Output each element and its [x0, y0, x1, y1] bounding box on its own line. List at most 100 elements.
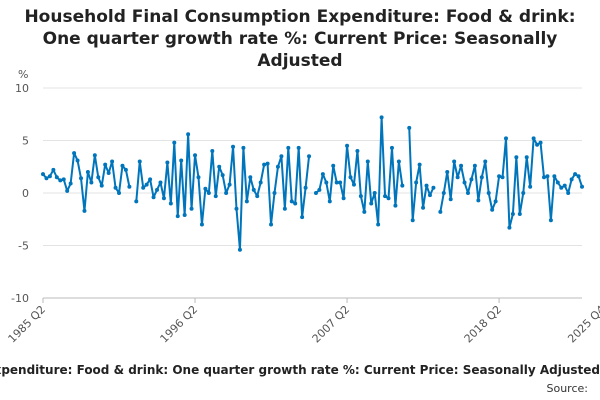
data-point[interactable] [206, 191, 211, 195]
data-point[interactable] [237, 247, 242, 252]
data-point[interactable] [472, 163, 477, 168]
data-point[interactable] [151, 195, 156, 200]
data-point[interactable] [562, 183, 567, 188]
data-point[interactable] [92, 153, 97, 158]
data-point[interactable] [324, 180, 329, 185]
data-point[interactable] [179, 158, 184, 163]
data-point[interactable] [165, 160, 170, 165]
data-point[interactable] [417, 162, 422, 167]
data-point[interactable] [331, 163, 336, 168]
data-point[interactable] [355, 149, 360, 153]
data-point[interactable] [51, 167, 56, 172]
data-point[interactable] [438, 209, 443, 214]
data-point[interactable] [389, 145, 394, 150]
data-point[interactable] [338, 180, 343, 185]
data-point[interactable] [427, 193, 432, 198]
data-point[interactable] [224, 191, 229, 195]
data-point[interactable] [231, 144, 236, 149]
data-point[interactable] [234, 206, 239, 211]
data-point[interactable] [286, 145, 291, 150]
data-point[interactable] [251, 187, 256, 192]
data-point[interactable] [258, 180, 263, 185]
data-point[interactable] [199, 222, 204, 227]
data-point[interactable] [500, 175, 505, 180]
data-point[interactable] [327, 199, 332, 204]
data-point[interactable] [120, 163, 125, 168]
data-point[interactable] [148, 177, 153, 182]
data-point[interactable] [317, 187, 322, 192]
data-point[interactable] [296, 145, 301, 150]
data-point[interactable] [400, 183, 405, 188]
data-point[interactable] [580, 184, 584, 189]
data-point[interactable] [103, 162, 108, 167]
data-point[interactable] [510, 212, 515, 216]
data-point[interactable] [386, 196, 391, 201]
data-point[interactable] [213, 194, 218, 199]
data-point[interactable] [182, 213, 187, 218]
data-point[interactable] [528, 184, 533, 189]
data-point[interactable] [117, 191, 122, 195]
data-point[interactable] [410, 218, 415, 223]
data-point[interactable] [566, 191, 571, 195]
data-point[interactable] [569, 177, 574, 182]
data-point[interactable] [459, 163, 464, 168]
data-point[interactable] [548, 218, 553, 223]
data-point[interactable] [514, 155, 519, 160]
data-point[interactable] [372, 191, 377, 195]
data-point[interactable] [497, 174, 502, 179]
data-point[interactable] [455, 175, 460, 180]
data-point[interactable] [189, 206, 194, 211]
data-point[interactable] [210, 149, 215, 153]
data-point[interactable] [476, 198, 481, 203]
data-point[interactable] [99, 183, 104, 188]
data-point[interactable] [61, 177, 66, 182]
data-point[interactable] [141, 185, 146, 190]
data-point[interactable] [262, 162, 267, 167]
data-point[interactable] [175, 214, 180, 219]
data-point[interactable] [545, 174, 550, 179]
data-point[interactable] [445, 170, 450, 174]
data-point[interactable] [541, 175, 546, 180]
data-point[interactable] [241, 145, 246, 150]
data-point[interactable] [524, 155, 529, 160]
data-point[interactable] [227, 182, 232, 187]
data-point[interactable] [248, 175, 253, 180]
data-point[interactable] [134, 199, 139, 204]
data-point[interactable] [54, 175, 59, 180]
data-point[interactable] [279, 154, 284, 159]
data-point[interactable] [300, 215, 305, 220]
data-point[interactable] [75, 158, 80, 163]
data-point[interactable] [535, 142, 540, 147]
data-point[interactable] [275, 164, 280, 169]
data-point[interactable] [376, 222, 381, 227]
data-point[interactable] [552, 174, 557, 179]
data-point[interactable] [441, 191, 446, 195]
data-point[interactable] [407, 125, 412, 130]
data-point[interactable] [44, 176, 49, 181]
data-point[interactable] [351, 182, 356, 187]
data-point[interactable] [255, 194, 260, 199]
data-point[interactable] [517, 212, 522, 216]
data-point[interactable] [462, 180, 467, 185]
data-point[interactable] [576, 174, 581, 179]
data-point[interactable] [155, 187, 160, 192]
data-point[interactable] [348, 175, 353, 180]
data-point[interactable] [334, 180, 339, 185]
data-point[interactable] [123, 167, 128, 172]
data-point[interactable] [293, 201, 298, 206]
data-point[interactable] [269, 222, 274, 227]
data-point[interactable] [79, 176, 84, 181]
data-point[interactable] [220, 173, 225, 178]
series-points[interactable] [41, 115, 584, 252]
data-point[interactable] [521, 191, 526, 195]
series-line[interactable] [42, 116, 583, 251]
data-point[interactable] [106, 171, 111, 176]
data-point[interactable] [573, 172, 578, 177]
data-point[interactable] [531, 136, 536, 141]
data-point[interactable] [365, 159, 370, 164]
data-point[interactable] [196, 175, 201, 180]
data-point[interactable] [265, 161, 270, 166]
data-point[interactable] [503, 136, 508, 141]
data-point[interactable] [137, 159, 142, 164]
data-point[interactable] [493, 199, 498, 204]
